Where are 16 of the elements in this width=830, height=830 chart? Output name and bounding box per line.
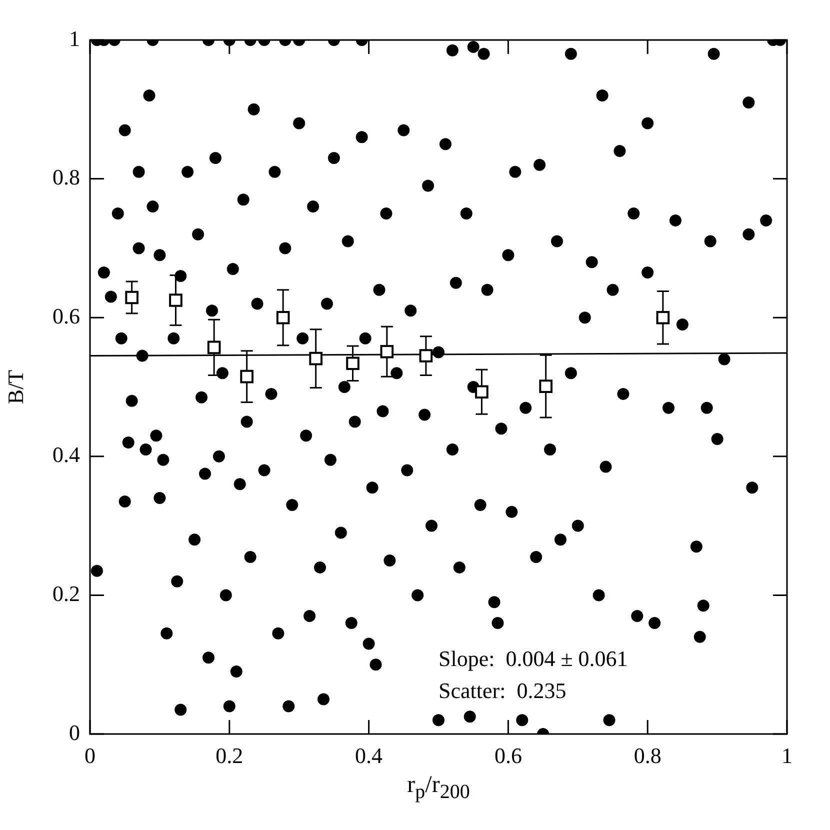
annotation: Scatter: 0.235	[438, 678, 566, 703]
y-tick-label: 0.6	[52, 303, 80, 328]
x-tick-label: 0.4	[355, 742, 383, 768]
x-tick-label: 1	[782, 742, 792, 768]
y-tick-label: 0	[69, 720, 80, 745]
x-tick-label: 0.8	[634, 742, 662, 768]
y-tick-label: 1	[69, 26, 80, 51]
y-tick-label: 0.2	[52, 580, 80, 606]
y-axis-title: B/T	[2, 369, 28, 404]
x-tick-label: 0.6	[494, 742, 522, 768]
x-tick-label: 0.2	[216, 742, 244, 768]
y-tick-label: 0.8	[52, 164, 80, 190]
annotation: Slope: 0.004 ± 0.061	[438, 646, 628, 671]
y-tick-label: 0.4	[52, 442, 80, 468]
x-tick-label: 0	[84, 742, 96, 768]
x-axis-title: r$_{p}$/r$_{200}$	[406, 772, 471, 804]
